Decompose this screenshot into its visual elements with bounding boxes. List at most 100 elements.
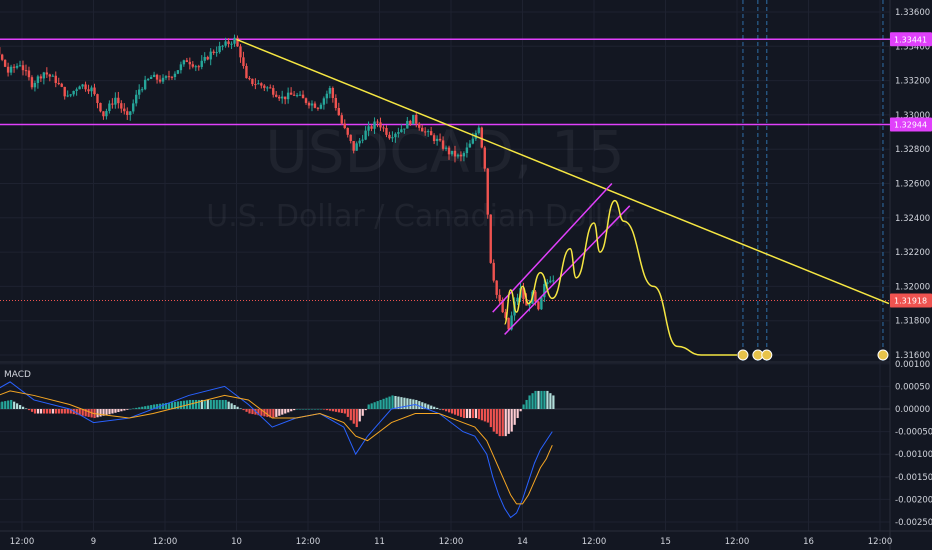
macd-histogram-bar [165, 402, 168, 409]
candle-body [495, 280, 498, 295]
macd-histogram-bar [120, 409, 123, 412]
candle-body [99, 103, 102, 112]
macd-histogram-bar [117, 409, 120, 413]
candle-body [108, 103, 111, 112]
candle-body [489, 214, 492, 263]
macd-histogram-bar [221, 399, 224, 409]
candle-body [358, 140, 361, 144]
candle-body [492, 262, 495, 281]
price-labels: 1.33441 1.32944 1.31918 [890, 32, 932, 308]
candle-body [468, 143, 472, 148]
macd-histogram-bar [278, 409, 281, 416]
macd-histogram-bar [501, 409, 504, 437]
macd-histogram-bar [48, 409, 52, 414]
candle-body [212, 51, 215, 53]
macd-histogram-bar [552, 395, 555, 409]
macd-histogram-bar [281, 409, 284, 415]
candle-body [9, 66, 13, 73]
candle-body [218, 46, 221, 53]
macd-histogram-bar [391, 395, 394, 409]
candle-body [51, 75, 54, 77]
candle-body [388, 134, 391, 139]
macd-histogram-bar [331, 409, 335, 412]
candle-body [340, 115, 343, 124]
macd-histogram-bar [206, 399, 209, 409]
candle-body [507, 317, 510, 330]
candle-body [36, 76, 40, 83]
candle-body [275, 94, 278, 97]
macd-histogram-bar [257, 409, 260, 416]
candle-body [498, 294, 501, 302]
candle-body [194, 66, 197, 68]
macd-histogram-bar [275, 409, 278, 417]
macd-histogram-bar [245, 409, 248, 412]
candle-body [233, 37, 236, 44]
candle-body [27, 70, 31, 78]
candle-body [322, 98, 326, 105]
price-tick-label: 1.32600 [895, 180, 930, 190]
candle-body [66, 95, 69, 97]
candle-body [203, 56, 206, 61]
macd-histogram-bar [63, 409, 66, 414]
candle-body [239, 46, 242, 58]
price-axis[interactable]: 1.33600 1.33400 1.33200 1.33000 1.32800 1.326… [895, 8, 930, 361]
candle-body [167, 76, 171, 78]
macd-tick-label: 0.00100 [895, 360, 930, 370]
macd-histogram-bar [525, 399, 528, 409]
price-tick-label: 1.32800 [895, 145, 930, 155]
candle-body [170, 76, 174, 78]
macd-histogram-bar [194, 399, 197, 409]
candle-body [459, 154, 463, 157]
candle-body [367, 126, 370, 131]
macd-histogram-bar [27, 409, 31, 411]
macd-histogram-bar [406, 398, 409, 409]
macd-histogram-bar [167, 402, 171, 409]
price-tick-label: 1.31800 [895, 317, 930, 327]
candle-body [6, 66, 10, 73]
candle-body [45, 72, 49, 75]
macd-histogram-bar [364, 409, 367, 411]
macd-axis[interactable]: 0.00100 0.00050 0.00000 -0.00050 -0.00100 -0.… [895, 360, 932, 528]
macd-histogram-bar [132, 408, 135, 409]
price-tick-label: 1.32400 [895, 214, 930, 224]
current-price-label: 1.31918 [894, 296, 927, 305]
candle-body [236, 37, 239, 47]
macd-histogram-bar [477, 409, 481, 420]
macd-histogram-bar [316, 409, 320, 410]
macd-histogram-bar [87, 409, 90, 417]
macd-histogram-bar [412, 399, 415, 409]
time-tick-label: 9 [91, 537, 96, 547]
candle-body [480, 127, 483, 148]
macd-histogram-bar [322, 409, 326, 410]
candle-body [289, 92, 293, 95]
macd-histogram-bar [102, 409, 105, 416]
candle-body [465, 147, 469, 154]
candle-body [525, 299, 528, 306]
candle-body [69, 94, 72, 96]
candle-body [450, 150, 454, 155]
candle-body [126, 111, 129, 115]
time-tick-label: 10 [231, 537, 242, 547]
macd-tick-label: -0.00050 [895, 428, 932, 438]
macd-histogram-bar [51, 409, 54, 414]
macd-histogram-bar [546, 390, 549, 409]
macd-histogram-bar [16, 403, 19, 409]
macd-histogram-bar [468, 409, 472, 419]
candle-body [301, 94, 305, 99]
macd-histogram-bar [153, 404, 156, 409]
candle-body [549, 280, 552, 283]
time-axis[interactable]: 12:00 9 12:00 10 12:00 11 12:00 14 12:00 15 12:00 1… [10, 537, 893, 547]
macd-histogram-bar [4, 401, 7, 409]
macd-histogram-bar [397, 396, 400, 409]
drawing-tools[interactable] [236, 38, 890, 361]
candle-body [182, 60, 186, 65]
candle-body [272, 88, 275, 95]
level-price-label: 1.33441 [894, 35, 927, 44]
candle-body [87, 89, 90, 92]
candle-body [462, 153, 466, 157]
candle-body [39, 76, 43, 79]
macd-histogram-bar [10, 399, 13, 409]
candle-body [245, 65, 248, 79]
time-tick-label: 12:00 [296, 537, 321, 547]
